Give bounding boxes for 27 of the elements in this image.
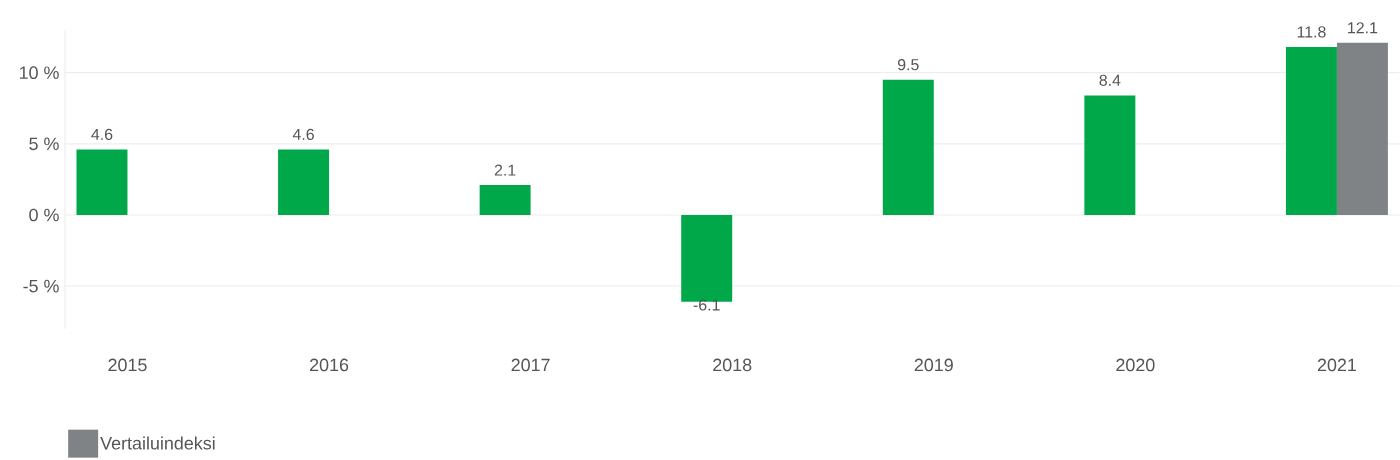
legend-label: Vertailuindeksi: [100, 436, 215, 450]
data-label: 8.4: [1099, 74, 1121, 87]
data-label: 4.6: [91, 128, 113, 141]
y-tick-label: -5 %: [23, 280, 59, 293]
x-tick-label: 2017: [511, 358, 550, 372]
bar: [76, 149, 128, 216]
data-label: 4.6: [292, 128, 314, 141]
data-label: 11.8: [1297, 26, 1326, 38]
x-tick-label: 2020: [1116, 358, 1155, 372]
y-tick-label: 0 %: [29, 208, 59, 222]
data-label: 2.1: [494, 164, 516, 176]
bar: [1336, 42, 1388, 216]
bar: [479, 185, 531, 216]
x-tick-label: 2016: [310, 358, 349, 372]
x-tick-label: 2019: [914, 358, 953, 372]
y-tick-label: 5 %: [29, 137, 59, 151]
x-tick-label: 2018: [713, 358, 752, 372]
bar: [882, 79, 934, 216]
data-label: -6.1: [693, 299, 720, 311]
data-label: 12.1: [1348, 22, 1378, 34]
bar: [1285, 47, 1337, 216]
bar: [1084, 95, 1136, 216]
y-tick-label: 10 %: [19, 66, 59, 80]
data-label: 9.5: [897, 59, 919, 71]
x-tick-label: 2021: [1317, 358, 1356, 372]
x-tick-label: 2015: [108, 358, 147, 372]
bar: [278, 149, 330, 216]
